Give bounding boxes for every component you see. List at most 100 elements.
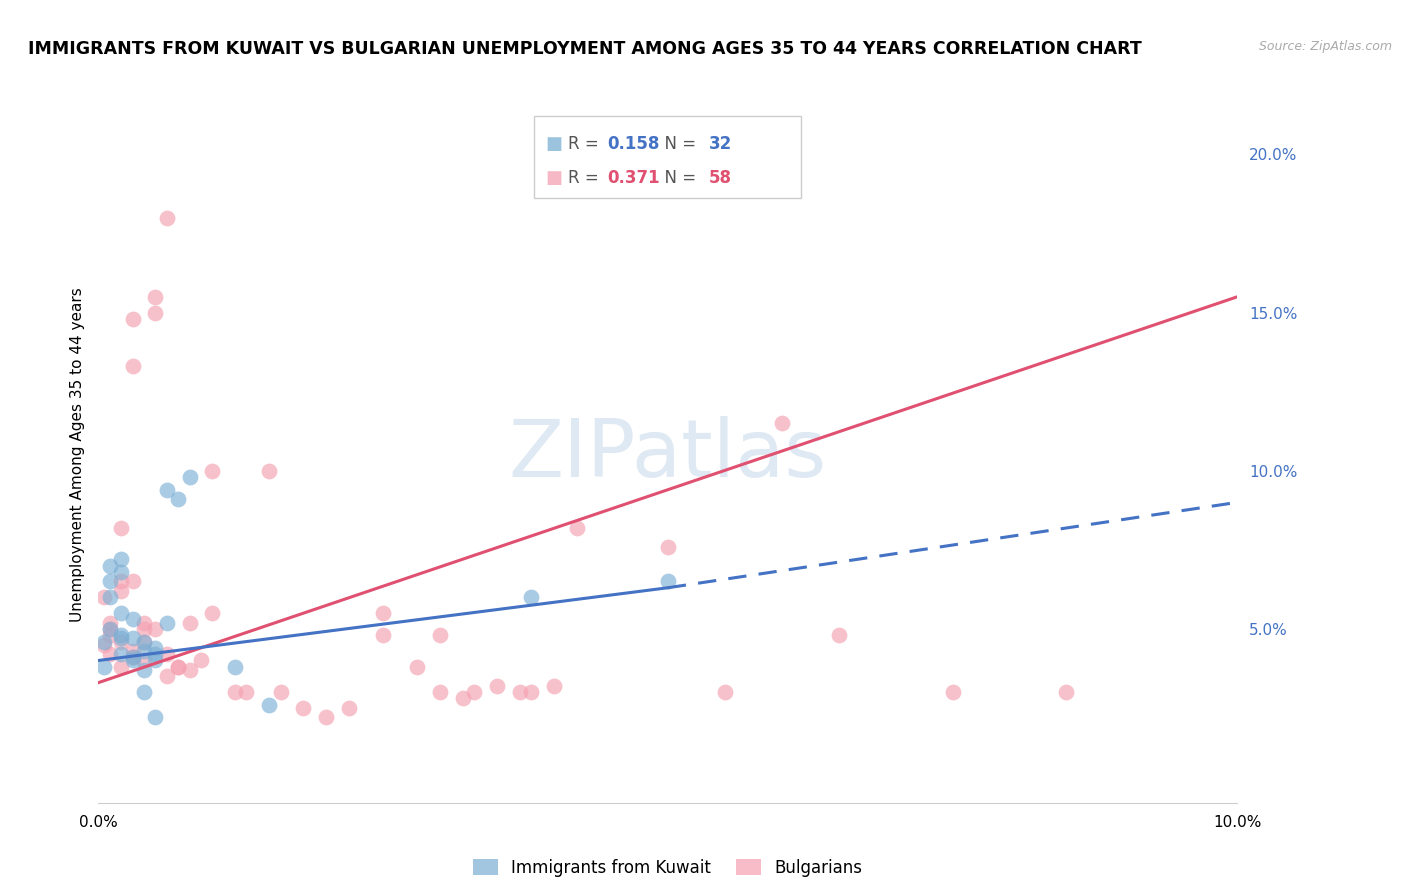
Point [429, 628, 451, 642]
Point [156, 615, 179, 630]
Point [337, 701, 360, 715]
Text: N =: N = [654, 169, 702, 187]
Point [132, 663, 155, 677]
Point [98, 622, 121, 636]
Point [224, 685, 246, 699]
Point [132, 634, 155, 648]
Point [179, 615, 201, 630]
Point [156, 669, 179, 683]
Point [942, 685, 965, 699]
Point [156, 483, 179, 497]
Point [110, 565, 132, 579]
Point [132, 615, 155, 630]
Text: ■: ■ [546, 135, 562, 153]
Point [98, 647, 121, 661]
Point [98, 622, 121, 636]
Point [657, 540, 679, 554]
Text: 58: 58 [709, 169, 731, 187]
Point [179, 663, 201, 677]
Point [315, 710, 337, 724]
Point [145, 622, 167, 636]
Point [121, 612, 143, 626]
Point [292, 701, 315, 715]
Point [543, 679, 565, 693]
Point [167, 492, 190, 507]
Point [132, 644, 155, 658]
Point [486, 679, 509, 693]
Point [373, 628, 395, 642]
Point [93, 660, 115, 674]
Text: ■: ■ [546, 169, 562, 187]
Point [156, 211, 179, 225]
Point [1056, 685, 1078, 699]
Point [110, 583, 132, 598]
Point [373, 606, 395, 620]
Point [259, 464, 281, 478]
Point [145, 647, 167, 661]
Point [520, 685, 543, 699]
Point [98, 574, 121, 589]
Point [520, 591, 543, 605]
Text: N =: N = [654, 135, 702, 153]
Point [110, 634, 132, 648]
Point [463, 685, 485, 699]
Text: 0.158: 0.158 [607, 135, 659, 153]
Point [429, 685, 451, 699]
Point [145, 653, 167, 667]
Point [110, 628, 132, 642]
Point [190, 653, 212, 667]
Text: 0.371: 0.371 [607, 169, 659, 187]
Point [110, 521, 132, 535]
Point [406, 660, 429, 674]
Point [145, 305, 167, 319]
Point [98, 615, 121, 630]
Point [121, 574, 143, 589]
Point [110, 606, 132, 620]
Point [565, 521, 588, 535]
Point [93, 634, 115, 648]
Point [224, 660, 246, 674]
Point [714, 685, 737, 699]
Point [98, 591, 121, 605]
Point [167, 660, 190, 674]
Point [121, 650, 143, 665]
Point [235, 685, 257, 699]
Point [145, 710, 167, 724]
Text: R =: R = [568, 169, 605, 187]
Text: ZIPatlas: ZIPatlas [509, 416, 827, 494]
Point [179, 470, 201, 484]
Point [110, 632, 132, 646]
Point [121, 359, 143, 374]
Point [167, 660, 190, 674]
Point [121, 632, 143, 646]
Point [93, 591, 115, 605]
Point [110, 660, 132, 674]
Point [657, 574, 679, 589]
Text: Source: ZipAtlas.com: Source: ZipAtlas.com [1258, 40, 1392, 54]
Point [145, 290, 167, 304]
Point [98, 628, 121, 642]
Point [770, 417, 793, 431]
Point [201, 464, 224, 478]
Point [132, 622, 155, 636]
Point [156, 647, 179, 661]
Point [121, 644, 143, 658]
Point [132, 634, 155, 648]
Text: R =: R = [568, 135, 605, 153]
Point [110, 647, 132, 661]
Point [132, 653, 155, 667]
Point [121, 312, 143, 326]
Point [110, 552, 132, 566]
Y-axis label: Unemployment Among Ages 35 to 44 years: Unemployment Among Ages 35 to 44 years [69, 287, 84, 623]
Point [121, 653, 143, 667]
Point [98, 558, 121, 573]
Point [451, 691, 474, 706]
Text: 32: 32 [709, 135, 733, 153]
Point [270, 685, 292, 699]
Point [132, 685, 155, 699]
Point [828, 628, 851, 642]
Point [110, 574, 132, 589]
Point [93, 638, 115, 652]
Legend: Immigrants from Kuwait, Bulgarians: Immigrants from Kuwait, Bulgarians [465, 850, 870, 885]
Point [509, 685, 531, 699]
